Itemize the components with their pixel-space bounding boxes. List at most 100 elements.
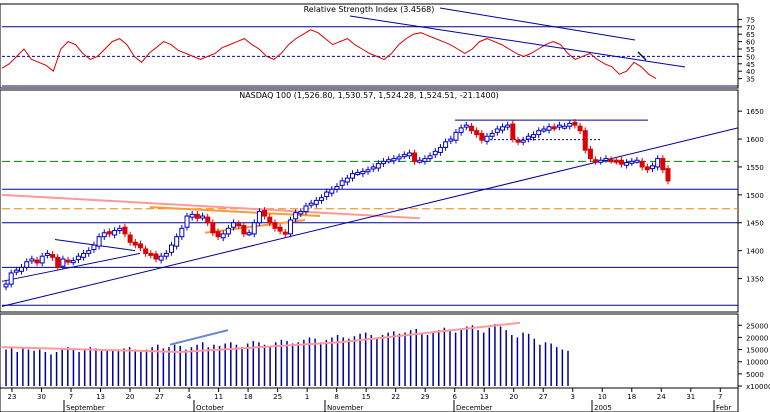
candle-body [251, 222, 257, 235]
rsi-y-tick-label: 50 [746, 53, 755, 61]
month-label: November [327, 404, 364, 412]
month-label: December [456, 404, 492, 412]
axis-layer: 23 30 7 13 20 27 4 11 18 25 1 8 15 22 29 6 13 20 27 3 10 18 24… [8, 388, 731, 412]
rsi-y-tick-label: 60 [746, 39, 755, 47]
candle-body [277, 226, 283, 232]
candle-body [639, 160, 645, 168]
candle-body [375, 163, 381, 169]
candle-body [624, 161, 630, 166]
rsi-y-tick-label: 45 [746, 61, 755, 69]
x-tick-label: 15 [362, 393, 371, 401]
candle-body [649, 165, 655, 170]
candle-body [267, 216, 273, 224]
candle-body [318, 197, 324, 201]
candle-body [205, 216, 211, 224]
x-tick-label: 18 [627, 393, 636, 401]
candle-body [298, 211, 304, 215]
candle-body [417, 159, 423, 163]
candle-body [29, 258, 35, 262]
candle-body [531, 134, 537, 138]
candle-body [70, 260, 76, 264]
candle-body [401, 154, 407, 158]
x-tick-label: 24 [657, 393, 666, 401]
candle-body [163, 252, 169, 257]
candle-body [365, 169, 371, 173]
rsi-line [1, 29, 657, 80]
candle-body [117, 227, 123, 232]
candle-body [432, 150, 438, 156]
rsi-y-tick-label: 65 [746, 31, 755, 39]
x-tick-label: 18 [244, 393, 253, 401]
candle-body [505, 124, 511, 128]
candle-body [406, 152, 412, 157]
x-tick-label: 13 [480, 393, 489, 401]
candle-body [194, 213, 200, 219]
x-tick-label: 27 [155, 393, 164, 401]
candle-body [246, 232, 252, 236]
candle-body [350, 173, 356, 179]
candle-body [603, 158, 609, 162]
price-y-tick-label: 1350 [746, 276, 764, 284]
candle-body [644, 166, 650, 171]
candle-body [458, 127, 464, 133]
candle-body [65, 259, 71, 263]
candle-body [448, 138, 454, 142]
price-y-tick-label: 1450 [746, 220, 764, 228]
candle-body [618, 159, 624, 165]
volume-y-tick-label: 10000 [746, 359, 768, 367]
rsi-trendline-upper [439, 7, 636, 41]
x-tick-label: 3 [570, 393, 574, 401]
rsi-y-tick-label: 55 [746, 46, 755, 54]
candle-body [8, 272, 14, 285]
candle-body [634, 159, 640, 163]
candle-body [39, 255, 45, 264]
price-y-tick-label: 1500 [746, 192, 764, 200]
price-title: NASDAQ 100 (1,526.80, 1,530.57, 1,524.28… [239, 91, 499, 100]
candle-body [520, 139, 526, 143]
candle-body [443, 141, 449, 148]
candle-body [112, 230, 118, 236]
x-tick-label: 29 [421, 393, 430, 401]
price-layer: 1350 1400 1450 1500 1550 1600 1650 [1, 108, 764, 307]
rsi-y-tick-label: 70 [746, 24, 755, 32]
rsi-y-tick-label: 40 [746, 68, 755, 76]
candle-body [101, 232, 107, 238]
candle-body [287, 219, 293, 235]
candle-body [660, 158, 666, 171]
candle-body [536, 130, 542, 136]
volume-y-tick-label: x10000 [746, 383, 770, 391]
price-y-tick-label: 1550 [746, 164, 764, 172]
candle-body [75, 255, 81, 261]
candle-body [24, 261, 30, 268]
candle-body [582, 130, 588, 151]
candle-body [55, 256, 61, 268]
volume-layer: x10000 5000 10000 15000 20000 25000 [1, 321, 770, 391]
candle-body [510, 123, 516, 140]
x-tick-label: 1 [305, 393, 309, 401]
x-tick-label: 4 [187, 393, 192, 401]
candle-body [148, 252, 154, 256]
candle-body [339, 180, 345, 186]
x-tick-label: 7 [718, 393, 722, 401]
candle-body [474, 130, 480, 136]
candle-body [272, 222, 278, 229]
candle-body [412, 152, 418, 162]
candle-body [308, 202, 314, 206]
candle-body [189, 213, 195, 218]
month-label: Febr [716, 404, 731, 412]
candle-body [484, 135, 490, 142]
candle-body [86, 250, 92, 254]
candle-body [479, 132, 485, 141]
candle-body [313, 199, 319, 205]
candle-body [427, 155, 433, 160]
candle-body [500, 126, 505, 131]
candle-body [106, 231, 112, 235]
candle-body [184, 215, 190, 228]
candle-body [613, 159, 619, 163]
candle-body [3, 283, 9, 288]
candle-body [231, 222, 237, 228]
candle-body [334, 185, 340, 190]
candle-body [515, 139, 521, 143]
